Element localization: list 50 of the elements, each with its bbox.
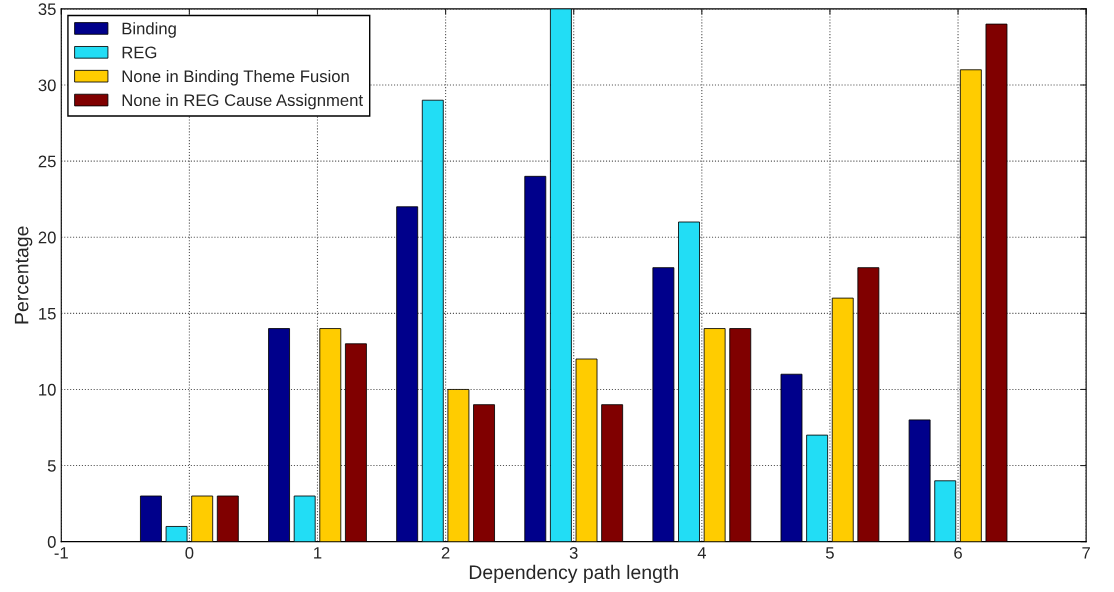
bar <box>396 206 419 542</box>
bar <box>191 495 214 542</box>
x-tick-label: 3 <box>569 546 578 559</box>
bar <box>447 389 470 542</box>
y-tick-label: 5 <box>47 460 56 472</box>
bar <box>678 221 700 542</box>
bar <box>703 328 726 542</box>
bar <box>652 267 675 542</box>
bar <box>857 267 880 542</box>
x-tick-label: 0 <box>185 546 194 559</box>
bar <box>421 99 444 542</box>
x-tick-label: 5 <box>825 547 834 559</box>
y-tick-label: 15 <box>39 307 56 320</box>
legend-label: None in Binding Theme Fusion <box>122 69 349 86</box>
bar <box>806 434 829 542</box>
bar <box>268 328 290 542</box>
bar <box>524 175 547 542</box>
legend-label: None in REG Cause Assignment <box>122 93 363 110</box>
bar <box>959 69 982 542</box>
bar <box>908 419 931 542</box>
bar <box>140 495 162 542</box>
legend-label: Binding <box>122 22 176 38</box>
bar <box>780 373 803 542</box>
bar <box>473 404 495 542</box>
x-tick-label: 6 <box>954 546 962 559</box>
y-tick-label: 0 <box>47 536 56 548</box>
x-axis-title: Dependency path length <box>469 564 678 583</box>
bar <box>575 358 598 542</box>
y-tick-label: 20 <box>38 231 56 244</box>
y-tick-label: 30 <box>38 79 56 92</box>
bar <box>985 23 1008 542</box>
bar <box>319 328 342 542</box>
bar <box>345 343 367 542</box>
x-tick-label: -1 <box>54 547 68 559</box>
bar <box>831 297 854 542</box>
y-tick-label: 25 <box>38 155 56 168</box>
bar <box>729 328 752 542</box>
y-axis-title: Percentage <box>14 226 33 324</box>
x-tick-label: 7 <box>1082 547 1090 559</box>
bar <box>934 480 957 542</box>
bar <box>601 404 624 542</box>
legend-label: REG <box>122 46 157 59</box>
y-tick-label: 35 <box>38 3 56 16</box>
bar <box>293 495 316 542</box>
x-tick-label: 1 <box>314 547 322 559</box>
bar <box>165 526 188 542</box>
bar <box>216 495 239 542</box>
x-tick-label: 4 <box>697 547 706 559</box>
y-tick-label: 10 <box>39 383 56 396</box>
x-tick-label: 2 <box>441 546 450 559</box>
